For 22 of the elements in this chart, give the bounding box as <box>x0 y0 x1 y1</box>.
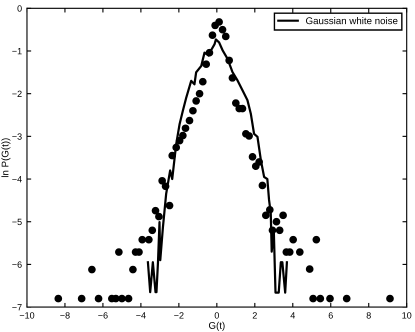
y-tick-label: −7 <box>12 304 22 310</box>
y-tick-label: 0 <box>17 5 22 12</box>
y-axis-title: ln P(G(t)) <box>1 138 10 178</box>
x-tick-label: 4 <box>290 312 296 319</box>
legend-label: Gaussian white noise <box>306 17 398 24</box>
x-tick-label: 10 <box>402 312 412 319</box>
y-tick-label: −4 <box>12 176 22 182</box>
y-tick-label: −3 <box>12 133 22 140</box>
y-tick-label: −6 <box>12 261 22 268</box>
x-tick-label: −6 <box>98 312 108 319</box>
y-tick-label: −2 <box>12 90 22 97</box>
x-tick-label: 2 <box>252 312 257 319</box>
x-tick-label: −10 <box>20 312 34 319</box>
x-tick-label: 6 <box>328 312 333 319</box>
x-axis-title: G(t) <box>208 322 225 331</box>
x-tick-label: −8 <box>60 312 70 319</box>
x-tick-label: 0 <box>214 312 219 319</box>
x-tick-label: 8 <box>366 312 371 319</box>
y-tick-label: −1 <box>12 48 22 54</box>
y-tick-label: −5 <box>12 218 22 226</box>
x-tick-label: −2 <box>174 312 184 319</box>
x-tick-label: −4 <box>136 312 146 319</box>
